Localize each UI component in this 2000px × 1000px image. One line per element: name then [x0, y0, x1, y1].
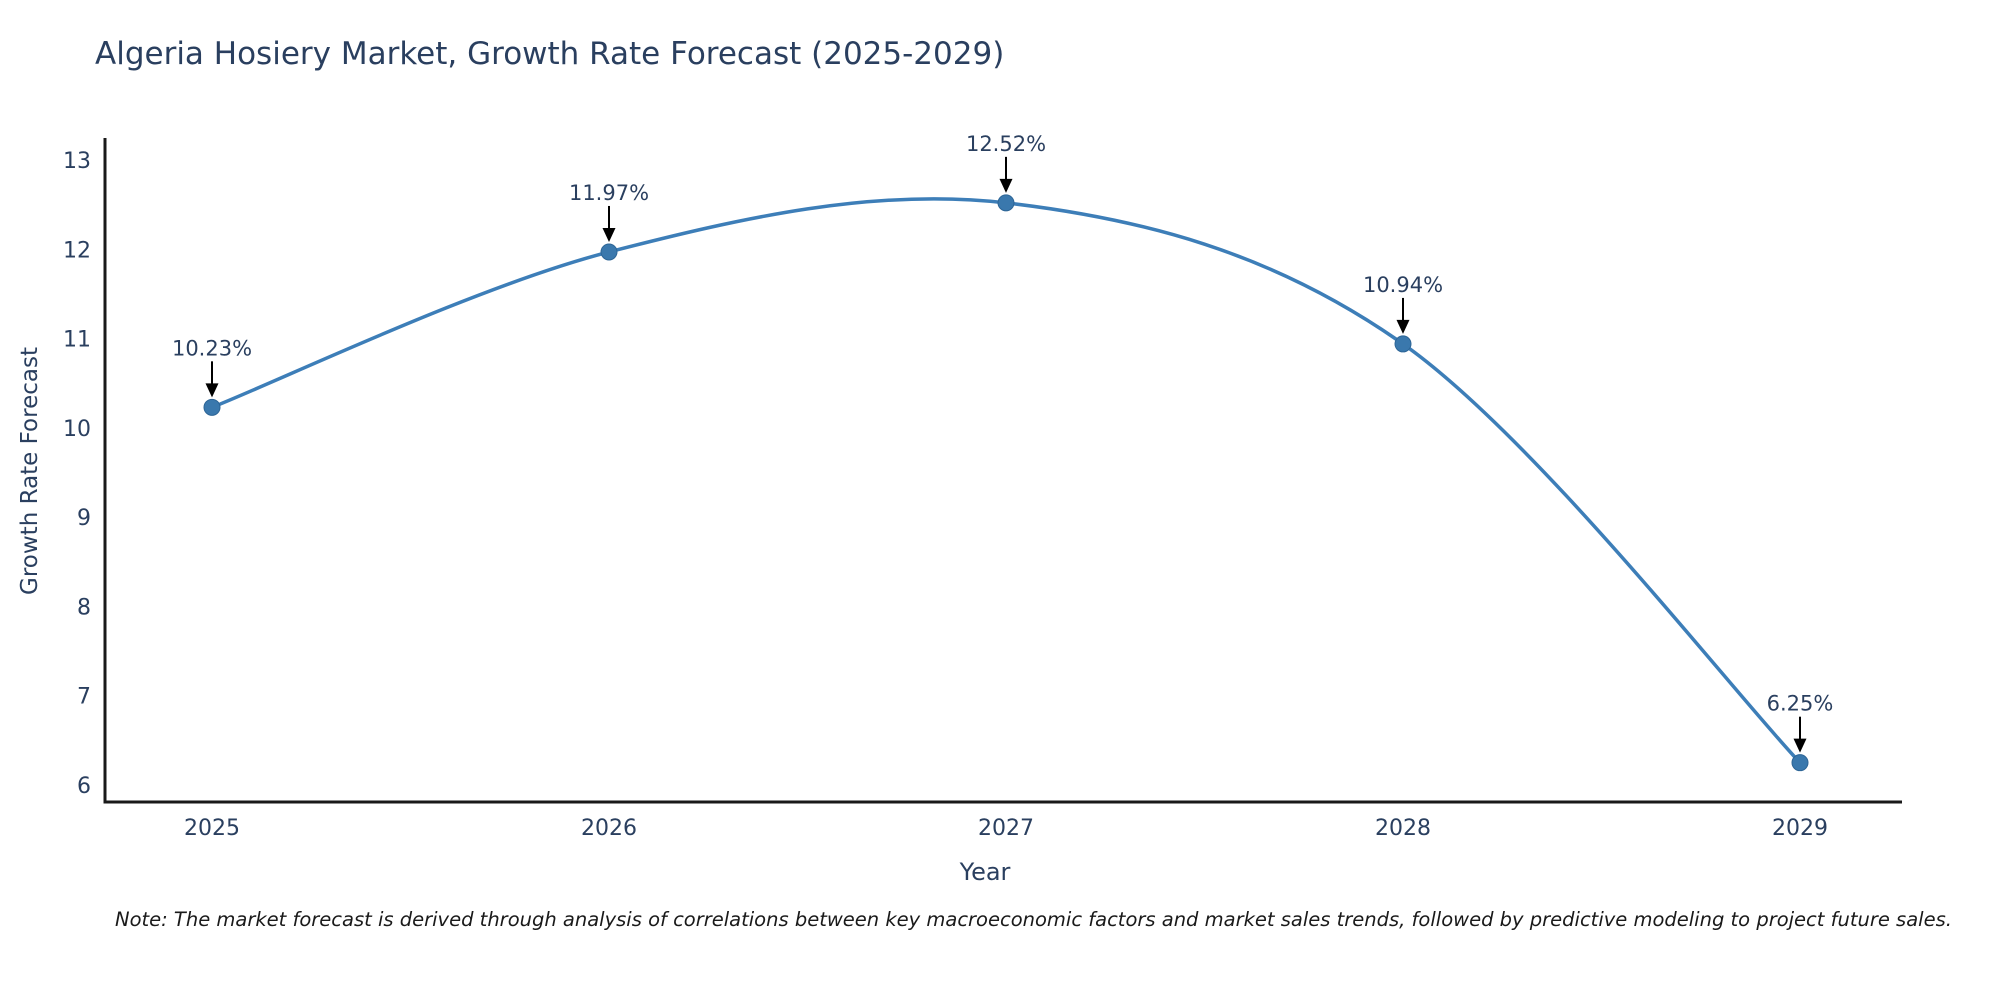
annotation-arrowhead	[1396, 319, 1410, 334]
y-axis-tick-label: 8	[77, 595, 91, 620]
y-axis-tick-label: 11	[63, 328, 91, 353]
y-axis-tick-label: 10	[63, 417, 91, 442]
annotation-label: 6.25%	[1767, 692, 1834, 716]
x-axis-tick-label: 2025	[184, 816, 240, 841]
data-point-marker	[600, 243, 618, 261]
x-axis-tick-label: 2027	[978, 816, 1034, 841]
footnote: Note: The market forecast is derived thr…	[115, 908, 1952, 931]
y-axis-tick-label: 13	[63, 149, 91, 174]
annotation-arrowhead	[1793, 738, 1807, 753]
annotation-label: 12.52%	[966, 132, 1046, 156]
data-point-marker	[203, 398, 221, 416]
data-point-marker	[997, 194, 1015, 212]
y-axis-tick-label: 6	[77, 774, 91, 799]
x-axis-title: Year	[959, 858, 1011, 886]
data-point-marker	[1791, 754, 1809, 772]
chart-title: Algeria Hosiery Market, Growth Rate Fore…	[95, 36, 1005, 72]
y-axis-tick-label: 12	[63, 238, 91, 263]
data-point-marker	[1394, 335, 1412, 353]
annotation-label: 10.23%	[172, 336, 252, 360]
x-axis-tick-label: 2029	[1772, 816, 1828, 841]
y-axis-tick-label: 9	[77, 506, 91, 531]
y-axis-tick-label: 7	[77, 685, 91, 710]
annotation-label: 10.94%	[1363, 273, 1443, 297]
annotation-arrowhead	[602, 227, 616, 242]
annotation-label: 11.97%	[569, 181, 649, 205]
trend-line	[211, 197, 1802, 764]
x-axis-tick-label: 2026	[581, 816, 637, 841]
x-axis-tick-label: 2028	[1375, 816, 1431, 841]
annotation-arrowhead	[205, 383, 219, 398]
annotation-arrowhead	[999, 178, 1013, 193]
